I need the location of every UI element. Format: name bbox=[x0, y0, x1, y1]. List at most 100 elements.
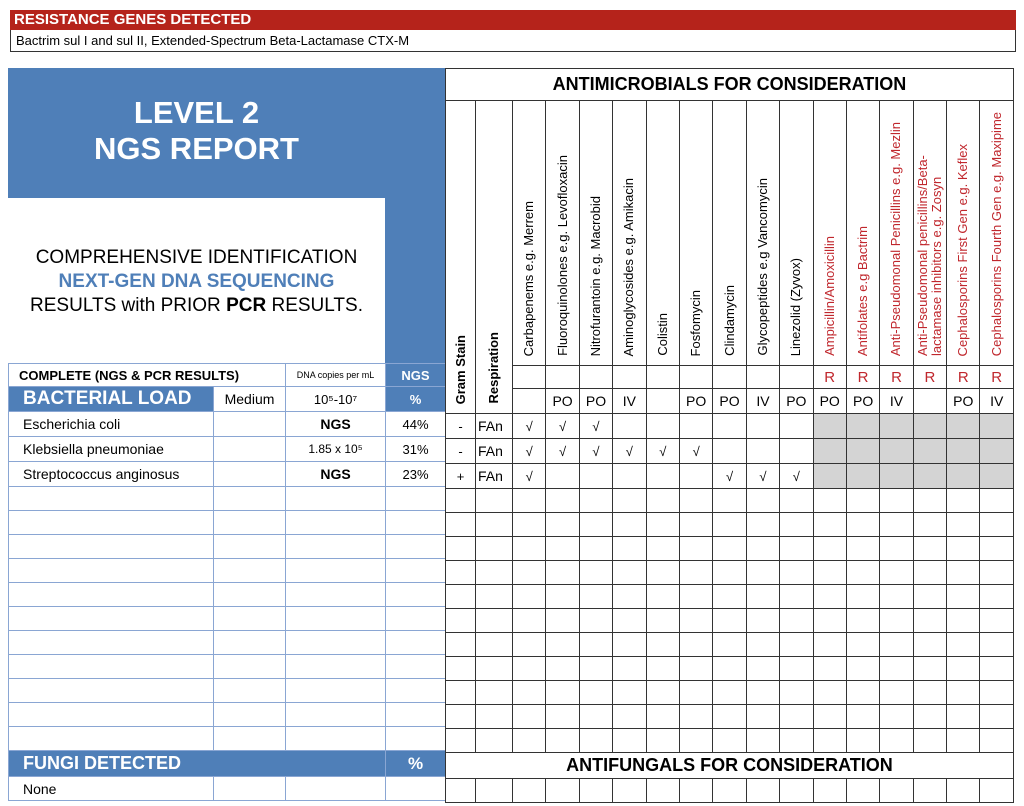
empty-row bbox=[445, 728, 1014, 753]
antifungals-title-row: ANTIFUNGALS FOR CONSIDERATION bbox=[445, 752, 1014, 779]
report-description: COMPREHENSIVE IDENTIFICATION NEXT-GEN DN… bbox=[8, 198, 385, 363]
susceptibility-cell: √ bbox=[511, 438, 547, 464]
drug-header: Carbapenems e.g. Merrem bbox=[511, 100, 547, 366]
resistance-flag bbox=[545, 365, 580, 389]
drug-header: Antifolates e.g Bactrim bbox=[845, 100, 881, 366]
empty-cell bbox=[979, 512, 1014, 537]
route-value bbox=[511, 388, 547, 414]
empty-cell bbox=[845, 704, 881, 729]
empty-cell bbox=[212, 486, 287, 511]
drug-header: Ampicillin/Amoxicillin bbox=[812, 100, 847, 366]
empty-cell bbox=[445, 584, 476, 609]
susceptibility-cell bbox=[712, 413, 747, 439]
empty-cell bbox=[812, 728, 847, 753]
empty-cell bbox=[212, 678, 287, 703]
empty-cell bbox=[946, 512, 981, 537]
empty-cell bbox=[712, 680, 747, 705]
empty-cell bbox=[645, 656, 680, 681]
empty-cell bbox=[879, 488, 914, 513]
resistance-flag: R bbox=[845, 365, 881, 389]
susceptibility-cell: √ bbox=[545, 438, 580, 464]
empty-cell bbox=[545, 778, 580, 803]
empty-cell bbox=[745, 608, 781, 633]
empty-cell bbox=[285, 702, 387, 727]
empty-cell bbox=[8, 678, 214, 703]
empty-cell bbox=[678, 632, 714, 657]
susceptibility-cell: √ bbox=[545, 413, 580, 439]
empty-cell bbox=[779, 560, 814, 585]
empty-cell bbox=[712, 632, 747, 657]
susceptibility-cell bbox=[745, 413, 781, 439]
empty-cell bbox=[578, 632, 614, 657]
empty-cell bbox=[385, 534, 447, 559]
empty-cell bbox=[845, 656, 881, 681]
empty-cell bbox=[845, 584, 881, 609]
route-value: IV bbox=[612, 388, 647, 414]
empty-row bbox=[445, 632, 1014, 657]
empty-cell bbox=[545, 704, 580, 729]
empty-cell bbox=[445, 560, 476, 585]
resistance-flag bbox=[712, 365, 747, 389]
empty-row bbox=[8, 702, 447, 727]
empty-cell bbox=[285, 776, 387, 801]
bacterial-load-label: BACTERIAL LOAD bbox=[8, 386, 214, 412]
empty-cell bbox=[612, 488, 647, 513]
respiration-label: Respiration bbox=[486, 332, 501, 404]
empty-cell bbox=[812, 778, 847, 803]
empty-cell bbox=[946, 488, 981, 513]
susceptibility-cell bbox=[946, 438, 981, 464]
empty-cell bbox=[385, 510, 447, 535]
empty-cell bbox=[511, 704, 547, 729]
bacteria-row: Escherichia coli NGS 44% bbox=[8, 411, 447, 437]
empty-cell bbox=[845, 560, 881, 585]
susceptibility-cell: √ bbox=[645, 438, 680, 464]
complete-label: COMPLETE (NGS & PCR RESULTS) bbox=[7, 363, 287, 387]
empty-cell bbox=[475, 680, 513, 705]
empty-cell bbox=[285, 534, 387, 559]
route-value bbox=[645, 388, 680, 414]
empty-cell bbox=[645, 680, 680, 705]
antimicrobials-title-row: ANTIMICROBIALS FOR CONSIDERATION bbox=[445, 68, 1014, 101]
antifungal-row bbox=[445, 778, 1014, 803]
empty-cell bbox=[511, 632, 547, 657]
gram-stain-header: Gram Stain bbox=[445, 100, 476, 414]
empty-cell bbox=[545, 680, 580, 705]
susceptibility-cell bbox=[879, 413, 914, 439]
resistance-flag: R bbox=[979, 365, 1014, 389]
drug-header: Cephalosporins First Gen e.g. Keflex bbox=[946, 100, 981, 366]
empty-cell bbox=[612, 560, 647, 585]
empty-cell bbox=[879, 512, 914, 537]
empty-cell bbox=[612, 608, 647, 633]
empty-cell bbox=[212, 510, 287, 535]
empty-row bbox=[445, 536, 1014, 561]
empty-cell bbox=[912, 728, 948, 753]
empty-cell bbox=[212, 726, 287, 751]
empty-cell bbox=[8, 486, 214, 511]
resp-value: FAn bbox=[475, 438, 513, 464]
drug-name: Fosfomycin bbox=[688, 289, 704, 356]
drug-name: Aminoglycosides e.g. Amikacin bbox=[621, 177, 637, 356]
empty-cell bbox=[779, 536, 814, 561]
drug-name: Glycopeptides e.g Vancomycin bbox=[754, 178, 770, 356]
empty-cell bbox=[445, 608, 476, 633]
empty-cell bbox=[745, 632, 781, 657]
empty-cell bbox=[475, 608, 513, 633]
empty-cell bbox=[511, 584, 547, 609]
susceptibility-cell bbox=[678, 463, 714, 489]
empty-cell bbox=[678, 656, 714, 681]
empty-cell bbox=[511, 608, 547, 633]
respiration-header: Respiration bbox=[475, 100, 513, 414]
empty-cell bbox=[475, 536, 513, 561]
empty-cell bbox=[812, 608, 847, 633]
load-value: Medium bbox=[212, 386, 287, 412]
empty-cell bbox=[612, 536, 647, 561]
empty-cell bbox=[779, 608, 814, 633]
resistance-genes-header: RESISTANCE GENES DETECTED bbox=[10, 10, 1016, 30]
susceptibility-cell: √ bbox=[578, 438, 614, 464]
empty-cell bbox=[212, 702, 287, 727]
susceptibility-cell bbox=[645, 413, 680, 439]
empty-cell bbox=[385, 776, 447, 801]
empty-cell bbox=[745, 488, 781, 513]
route-row: PO PO IV PO PO IV PO PO PO IV PO IV bbox=[446, 388, 1014, 414]
empty-cell bbox=[712, 584, 747, 609]
